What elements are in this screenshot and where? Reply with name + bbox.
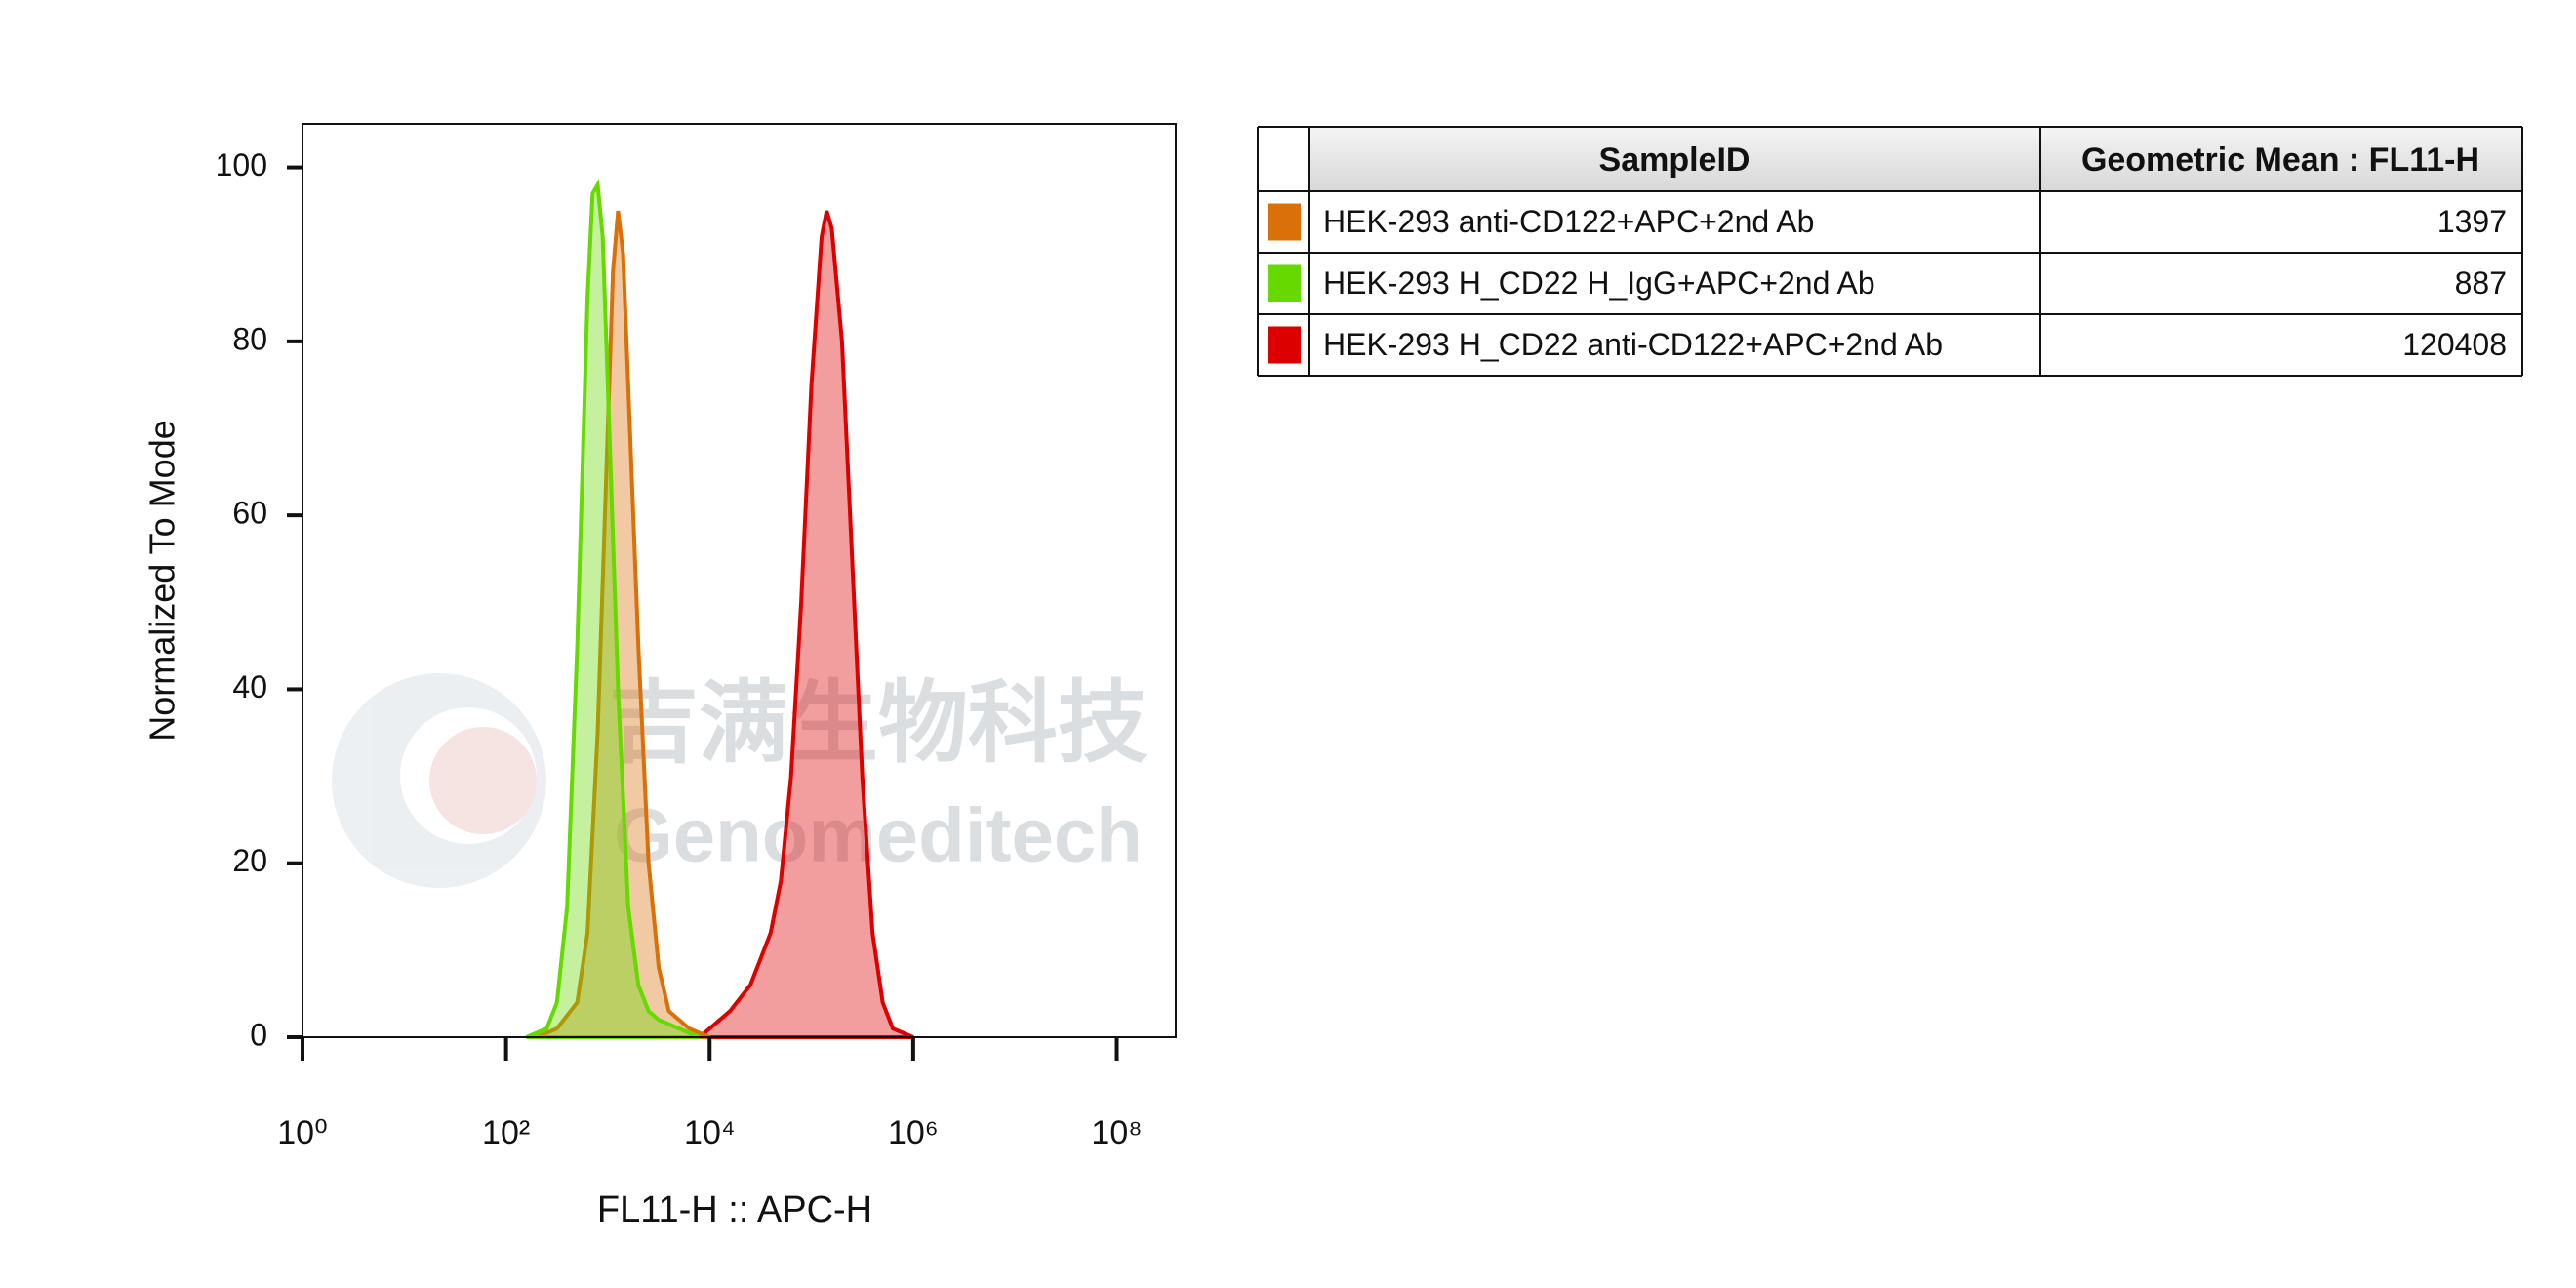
y-tick-label: 40 <box>232 669 267 704</box>
table-value: 887 <box>2455 265 2507 301</box>
histogram-area <box>694 210 914 1039</box>
legend-swatch <box>1268 326 1301 364</box>
plot-area <box>525 179 914 1039</box>
y-tick-label: 80 <box>232 321 267 356</box>
legend-swatch <box>1268 203 1301 241</box>
y-tick-label: 0 <box>250 1017 267 1052</box>
legend-table: SampleID Geometric Mean : FL11-H HEK-293… <box>1257 126 2523 377</box>
table-value: 1397 <box>2437 204 2507 239</box>
watermark-text: Genomeditech <box>614 792 1143 878</box>
legend-label: HEK-293 H_CD22 H_IgG+APC+2nd Ab <box>1323 265 1875 301</box>
histogram-area <box>525 179 701 1039</box>
table-header-bg <box>1309 127 2522 191</box>
watermark-logo <box>332 673 546 888</box>
x-tick-label: 10² <box>482 1114 530 1151</box>
watermark: 吉满生物科技 Genomeditech <box>332 673 1147 888</box>
y-axis-label: Normalized To Mode <box>142 420 182 741</box>
x-axis-label: FL11-H :: APC-H <box>597 1189 872 1230</box>
y-tick-label: 100 <box>216 147 267 182</box>
plot-frame <box>302 123 1177 1038</box>
legend-label: HEK-293 H_CD22 anti-CD122+APC+2nd Ab <box>1323 327 1943 362</box>
table-header: Geometric Mean : FL11-H <box>2081 141 2479 179</box>
table-header: SampleID <box>1599 141 1751 179</box>
y-tick-label: 20 <box>232 843 267 878</box>
legend-swatch <box>1268 264 1301 302</box>
table-value: 120408 <box>2402 327 2507 362</box>
watermark-logo <box>429 727 537 834</box>
x-tick-label: 10⁶ <box>888 1114 939 1151</box>
histogram-area <box>536 210 711 1039</box>
legend-label: HEK-293 anti-CD122+APC+2nd Ab <box>1323 204 1814 239</box>
x-tick-label: 10⁰ <box>277 1114 327 1151</box>
y-tick-label: 60 <box>232 496 267 531</box>
watermark-text: 吉满生物科技 <box>609 673 1147 773</box>
x-tick-label: 10⁴ <box>684 1114 735 1151</box>
x-tick-label: 10⁸ <box>1091 1114 1142 1151</box>
watermark-logo <box>400 707 537 844</box>
